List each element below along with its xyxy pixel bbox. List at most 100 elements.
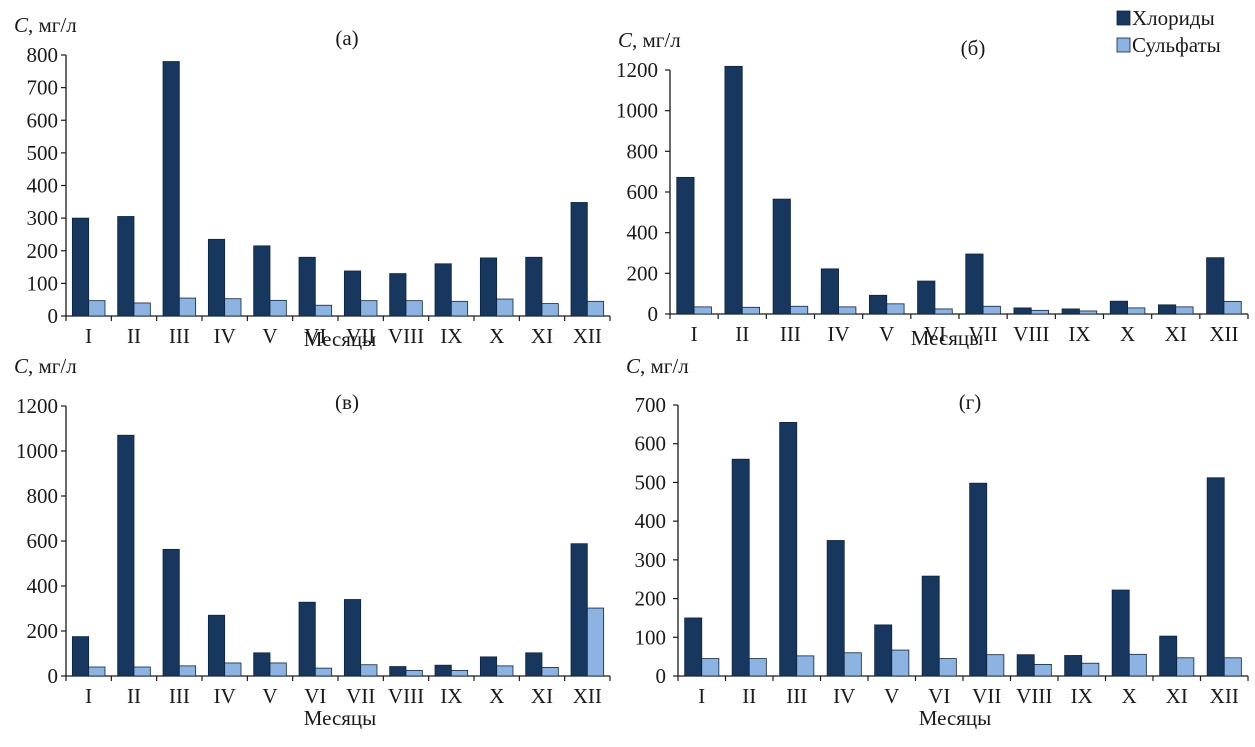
bar-chlorides-VII: [969, 482, 988, 677]
bar-chlorides-I: [71, 636, 90, 677]
x-tick-label: II: [127, 324, 141, 348]
legend-label-chlorides: Хлориды: [1132, 6, 1215, 30]
y-tick-label: 200: [635, 587, 667, 611]
x-tick-label: VIII: [1016, 684, 1052, 708]
x-tick-label: VIII: [388, 324, 424, 348]
x-axis-label: Месяцы: [304, 706, 377, 730]
bar-sulfates-XII: [1223, 657, 1242, 677]
x-axis-label: Месяцы: [304, 327, 377, 351]
x-tick-label: VI: [928, 684, 950, 708]
x-tick-label: V: [262, 324, 277, 348]
bar-chlorides-XII: [1206, 477, 1225, 677]
x-tick-label: IX: [440, 684, 462, 708]
y-tick-label: 400: [627, 221, 659, 245]
bar-chlorides-V: [253, 245, 271, 317]
x-axis-label: Месяцы: [919, 706, 992, 730]
bar-sulfates-VI: [314, 304, 333, 317]
y-tick-label: 0: [656, 664, 667, 688]
bar-sulfates-XII: [1223, 300, 1242, 315]
bar-chlorides-IX: [434, 263, 452, 317]
bar-chlorides-XI: [525, 256, 543, 317]
bar-chlorides-XII: [1206, 257, 1225, 315]
bar-chlorides-X: [479, 257, 498, 317]
panel-title: (а): [335, 26, 358, 50]
bar-chlorides-II: [731, 458, 750, 677]
y-tick-label: 600: [627, 180, 659, 204]
x-tick-label: VI: [924, 322, 946, 346]
bar-sulfates-III: [178, 297, 197, 317]
x-tick-label: XII: [573, 324, 602, 348]
bar-chlorides-VIII: [389, 273, 407, 317]
x-tick-label: I: [85, 324, 92, 348]
y-tick-label: 600: [27, 529, 59, 553]
bar-chlorides-XI: [1158, 304, 1177, 315]
bar-sulfates-IX: [1081, 662, 1100, 677]
y-tick-label: 200: [27, 239, 59, 263]
y-axis-label-unit: , мг/л: [632, 28, 681, 52]
bar-chlorides-X: [1111, 589, 1130, 677]
y-tick-label: 800: [627, 139, 659, 163]
bar-chlorides-IV: [207, 238, 226, 317]
bar-sulfates-IX: [450, 669, 469, 677]
panel-title: (б): [961, 36, 986, 60]
bar-chlorides-I: [676, 176, 695, 315]
bar-sulfates-XII: [586, 607, 605, 677]
y-axis-label-unit: , мг/л: [28, 13, 77, 37]
bar-sulfates-X: [1127, 307, 1146, 315]
x-tick-label: V: [262, 684, 277, 708]
bar-sulfates-X: [496, 665, 514, 677]
y-tick-label: 0: [48, 304, 59, 328]
y-axis-label: C, мг/л: [14, 13, 77, 37]
x-tick-label: IX: [1068, 322, 1090, 346]
bar-sulfates-VI: [314, 667, 333, 677]
bar-sulfates-VII: [986, 654, 1005, 677]
x-tick-label: XII: [1209, 322, 1238, 346]
x-tick-label: XI: [1166, 684, 1188, 708]
y-tick-label: 300: [27, 206, 59, 230]
x-tick-label: II: [742, 684, 756, 708]
bar-sulfates-IV: [838, 306, 857, 315]
y-axis-label-unit: , мг/л: [640, 354, 689, 378]
x-tick-label: XII: [573, 684, 602, 708]
x-tick-label: VII: [972, 684, 1001, 708]
bar-chlorides-IV: [826, 540, 845, 677]
bar-sulfates-I: [88, 300, 106, 317]
y-axis-label-symbol: C: [626, 354, 641, 378]
x-tick-label: IV: [214, 324, 236, 348]
bar-sulfates-XI: [1176, 657, 1195, 677]
y-tick-label: 700: [27, 76, 59, 100]
bar-chlorides-V: [869, 294, 888, 315]
y-tick-label: 700: [635, 393, 667, 417]
y-tick-label: 500: [635, 470, 667, 494]
y-tick-label: 0: [648, 302, 659, 326]
bar-sulfates-XI: [541, 303, 559, 317]
x-tick-label: V: [879, 322, 894, 346]
y-tick-label: 1000: [616, 99, 658, 123]
y-tick-label: 800: [27, 484, 59, 508]
bar-chlorides-IX: [1061, 308, 1080, 315]
x-tick-label: XI: [531, 684, 553, 708]
x-tick-label: X: [1122, 684, 1137, 708]
y-tick-label: 600: [27, 108, 59, 132]
x-tick-label: IV: [214, 684, 236, 708]
y-tick-label: 1200: [616, 58, 658, 82]
bar-sulfates-VI: [938, 658, 957, 677]
y-axis-label-symbol: C: [618, 28, 633, 52]
bar-chlorides-III: [162, 548, 180, 677]
x-axis-label: Месяцы: [911, 326, 984, 350]
bar-chlorides-VII: [343, 270, 362, 317]
legend-label-sulfates: Сульфаты: [1132, 33, 1221, 57]
x-tick-label: VII: [969, 322, 998, 346]
bar-chlorides-XI: [525, 652, 543, 677]
panel-title: (г): [959, 390, 982, 414]
bar-chlorides-IV: [207, 614, 226, 677]
bar-sulfates-VIII: [405, 669, 423, 677]
y-axis-label-unit: , мг/л: [28, 354, 77, 378]
bar-sulfates-VI: [934, 308, 953, 315]
y-tick-label: 400: [27, 574, 59, 598]
panel-title: (в): [335, 390, 359, 414]
bar-chlorides-IX: [434, 664, 452, 677]
bar-chlorides-VI: [921, 575, 940, 677]
